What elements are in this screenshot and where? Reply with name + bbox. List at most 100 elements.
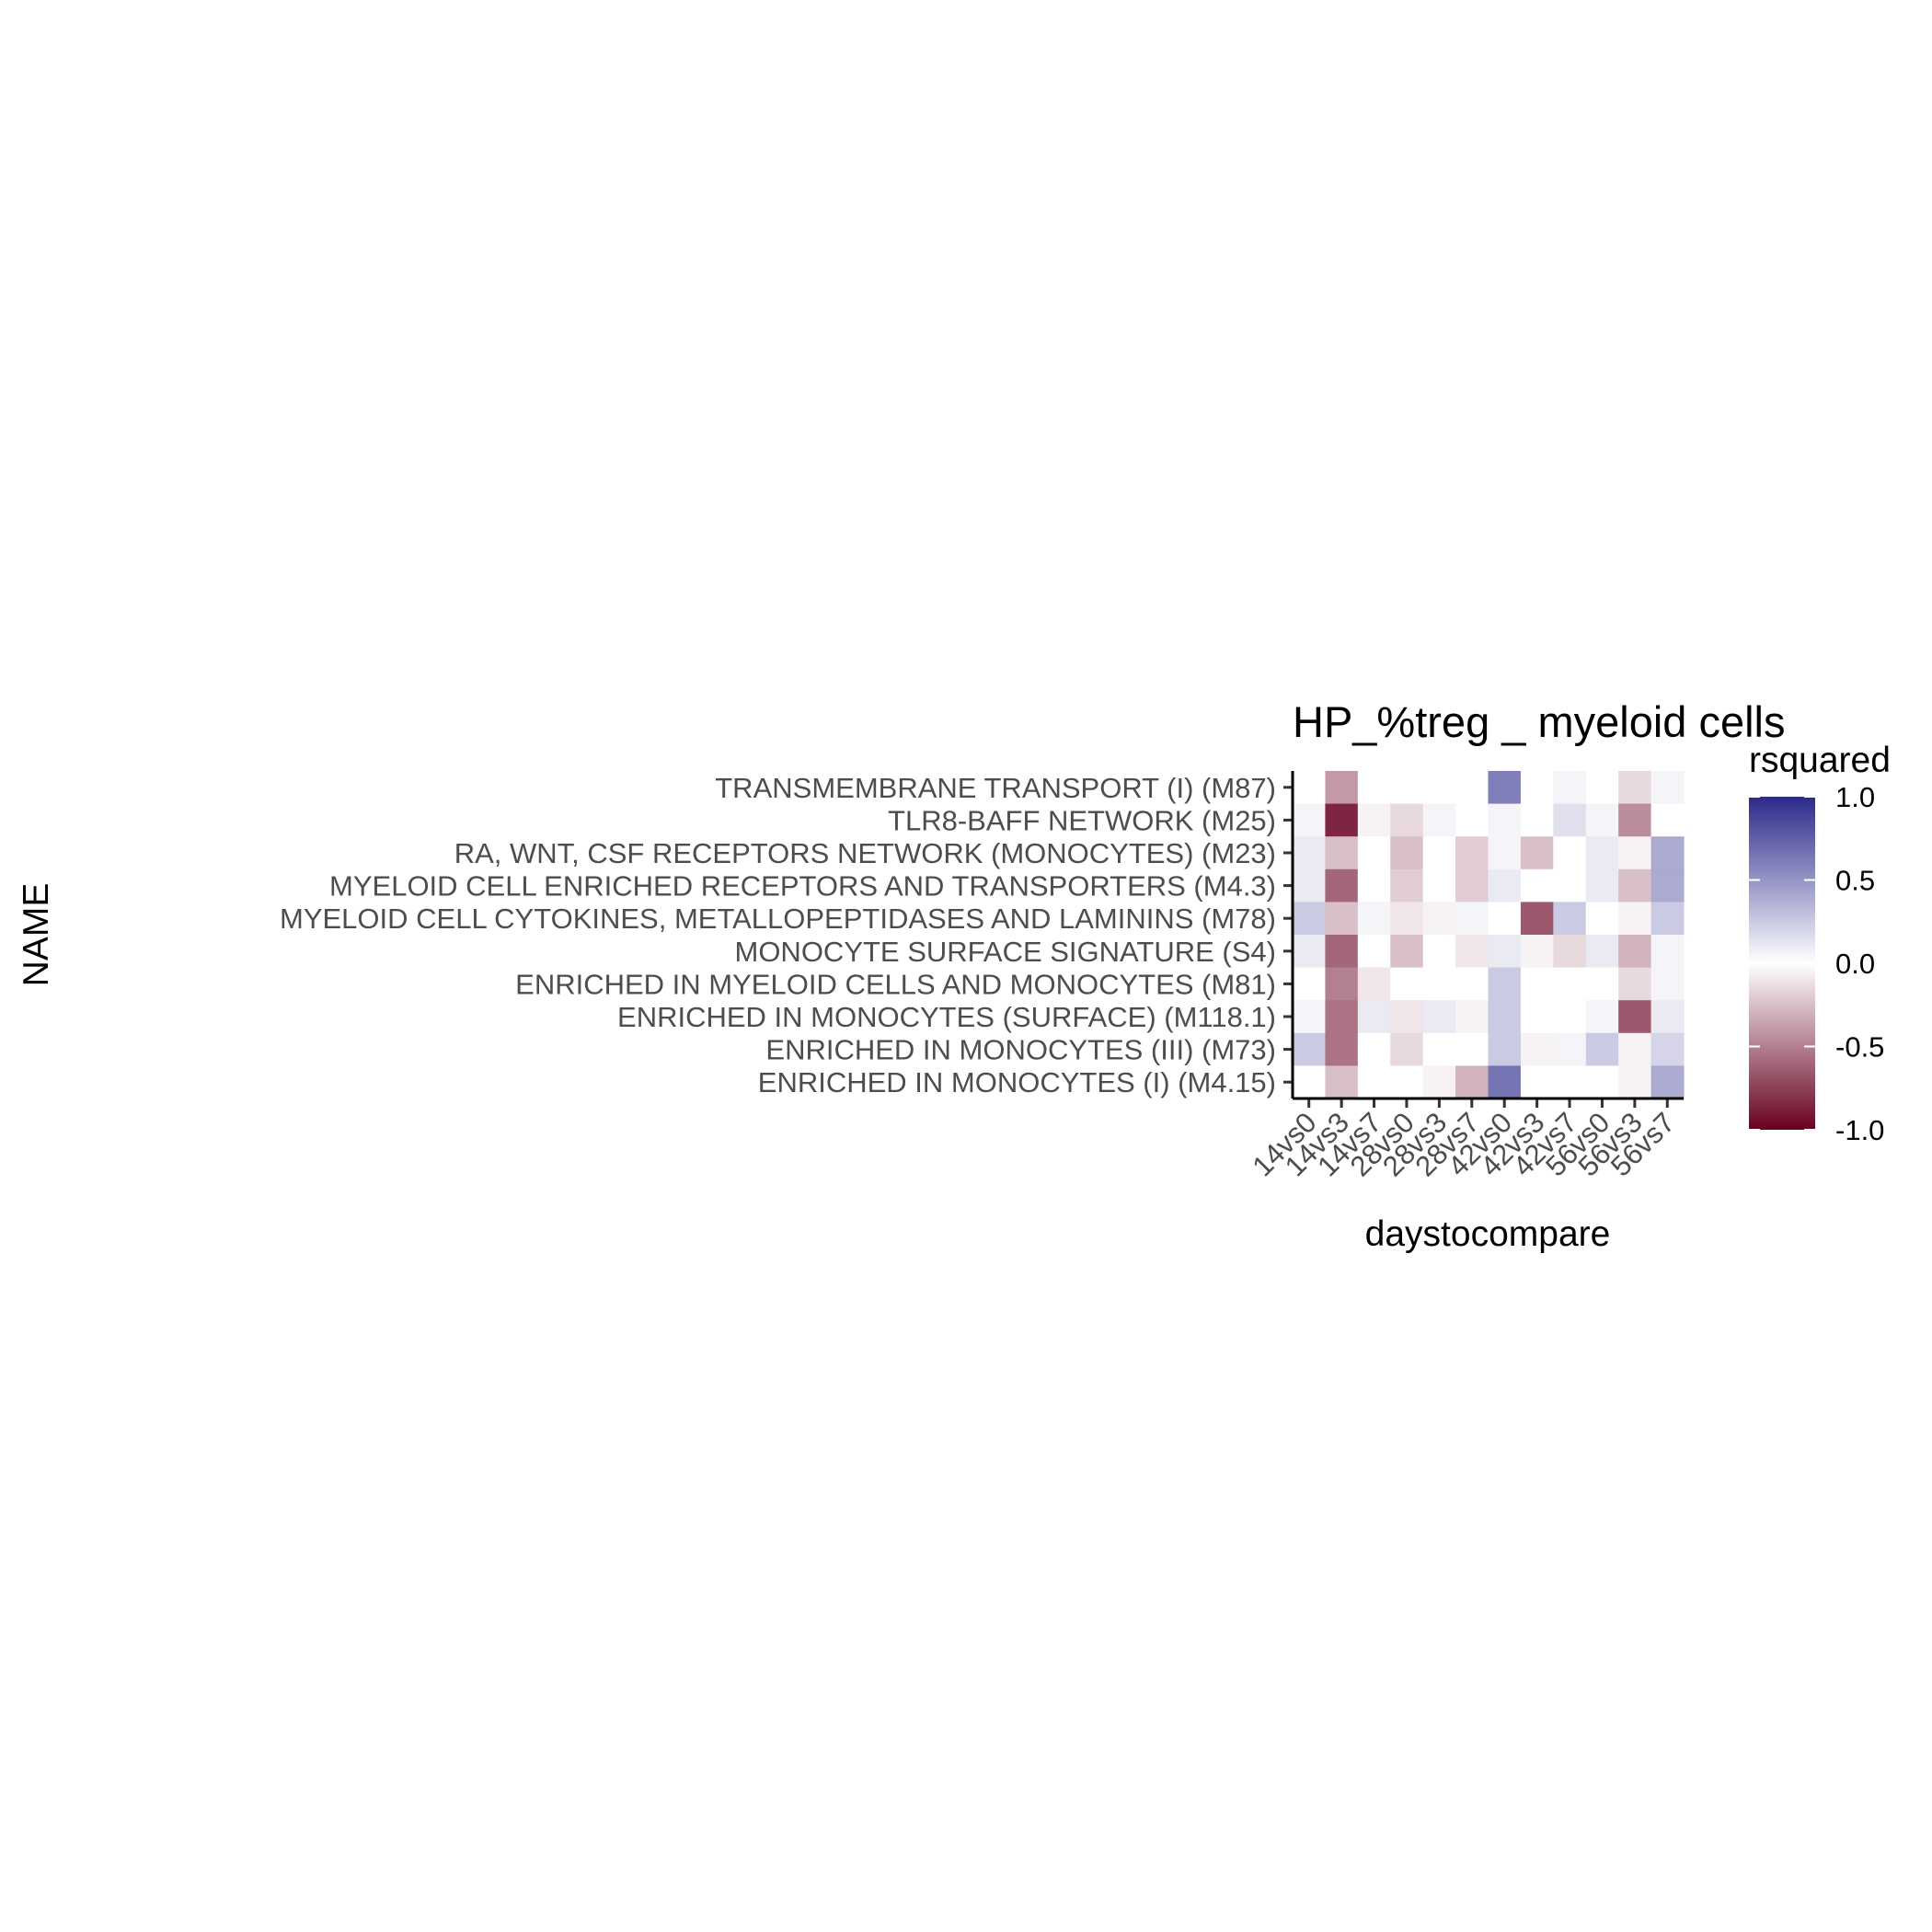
heatmap-cell xyxy=(1293,902,1327,936)
heatmap-cell xyxy=(1293,935,1327,969)
heatmap-cell xyxy=(1585,935,1619,969)
heatmap-cell xyxy=(1618,967,1652,1001)
heatmap-cell xyxy=(1357,967,1391,1001)
heatmap-cell xyxy=(1553,771,1587,805)
heatmap-cell xyxy=(1422,935,1456,969)
heatmap-cell xyxy=(1293,1065,1327,1099)
heatmap-cell xyxy=(1618,1065,1652,1099)
heatmap-cell xyxy=(1650,836,1685,870)
x-axis-ticks: 14vs014vs314vs728vs028vs328vs742vs042vs3… xyxy=(1246,1098,1681,1182)
heatmap-cell xyxy=(1553,836,1587,870)
heatmap-cell xyxy=(1293,868,1327,903)
heatmap-cell xyxy=(1422,1000,1456,1034)
heatmap-cell xyxy=(1520,836,1554,870)
heatmap-cell xyxy=(1390,902,1424,936)
heatmap-cell xyxy=(1553,803,1587,837)
heatmap-cell xyxy=(1293,803,1327,837)
heatmap-cells xyxy=(1293,771,1685,1099)
heatmap-cell xyxy=(1293,1032,1327,1066)
legend-tick-label: 0.0 xyxy=(1835,948,1875,980)
heatmap-cell xyxy=(1553,967,1587,1001)
heatmap-cell xyxy=(1488,1000,1522,1034)
heatmap-cell xyxy=(1553,1032,1587,1066)
heatmap-cell xyxy=(1618,935,1652,969)
heatmap-cell xyxy=(1422,967,1456,1001)
heatmap-cell xyxy=(1650,1065,1685,1099)
y-tick-label: TLR8-BAFF NETWORK (M25) xyxy=(888,804,1276,836)
heatmap-cell xyxy=(1650,1000,1685,1034)
heatmap-cell xyxy=(1650,868,1685,903)
heatmap-cell xyxy=(1325,935,1359,969)
heatmap-cell xyxy=(1520,1032,1554,1066)
heatmap-cell xyxy=(1488,1032,1522,1066)
legend-tick-label: 1.0 xyxy=(1835,781,1875,813)
heatmap-cell xyxy=(1488,967,1522,1001)
heatmap-cell xyxy=(1325,1000,1359,1034)
heatmap-cell xyxy=(1325,771,1359,805)
heatmap-cell xyxy=(1455,1065,1489,1099)
heatmap-cell xyxy=(1390,771,1424,805)
heatmap-cell xyxy=(1650,771,1685,805)
legend-tick-label: 0.5 xyxy=(1835,865,1875,897)
legend-tick-label: -1.0 xyxy=(1835,1114,1884,1146)
heatmap-cell xyxy=(1553,1065,1587,1099)
heatmap-cell xyxy=(1325,1032,1359,1066)
y-tick-label: ENRICHED IN MONOCYTES (III) (M73) xyxy=(765,1034,1276,1066)
heatmap-cell xyxy=(1455,771,1489,805)
y-tick-label: ENRICHED IN MONOCYTES (I) (M4.15) xyxy=(758,1066,1276,1098)
heatmap-cell xyxy=(1520,902,1554,936)
heatmap-cell xyxy=(1455,1032,1489,1066)
heatmap-cell xyxy=(1520,1065,1554,1099)
y-tick-label: ENRICHED IN MYELOID CELLS AND MONOCYTES … xyxy=(515,968,1276,1000)
heatmap-cell xyxy=(1357,1065,1391,1099)
heatmap-cell xyxy=(1357,803,1391,837)
heatmap-cell xyxy=(1455,868,1489,903)
heatmap-cell xyxy=(1585,967,1619,1001)
heatmap-cell xyxy=(1520,771,1554,805)
heatmap-cell xyxy=(1422,803,1456,837)
heatmap-cell xyxy=(1422,868,1456,903)
heatmap-cell xyxy=(1553,868,1587,903)
heatmap-cell xyxy=(1422,1032,1456,1066)
legend-ticks: 1.0 0.5 0.0 -0.5 -1.0 xyxy=(1749,781,1884,1146)
heatmap-cell xyxy=(1585,1000,1619,1034)
heatmap-cell xyxy=(1455,836,1489,870)
y-tick-label: MONOCYTE SURFACE SIGNATURE (S4) xyxy=(735,936,1277,968)
heatmap-cell xyxy=(1585,1065,1619,1099)
heatmap-cell xyxy=(1390,1065,1424,1099)
heatmap-cell xyxy=(1618,1032,1652,1066)
heatmap-cell xyxy=(1520,868,1554,903)
heatmap-cell xyxy=(1357,868,1391,903)
heatmap-cell xyxy=(1455,1000,1489,1034)
heatmap-cell xyxy=(1357,1000,1391,1034)
heatmap-cell xyxy=(1585,868,1619,903)
heatmap-cell xyxy=(1488,803,1522,837)
heatmap-cell xyxy=(1585,771,1619,805)
heatmap-cell xyxy=(1520,967,1554,1001)
heatmap-cell xyxy=(1390,1032,1424,1066)
heatmap-cell xyxy=(1390,967,1424,1001)
heatmap-cell xyxy=(1390,836,1424,870)
y-tick-label: MYELOID CELL ENRICHED RECEPTORS AND TRAN… xyxy=(329,870,1276,903)
heatmap-cell xyxy=(1618,868,1652,903)
heatmap-cell xyxy=(1520,803,1554,837)
heatmap-cell xyxy=(1585,803,1619,837)
legend-title: rsquared xyxy=(1749,741,1891,780)
heatmap-cell xyxy=(1650,935,1685,969)
heatmap-cell xyxy=(1390,1000,1424,1034)
heatmap-cell xyxy=(1488,868,1522,903)
heatmap-cell xyxy=(1455,967,1489,1001)
heatmap-cell xyxy=(1325,1065,1359,1099)
heatmap-cell xyxy=(1488,935,1522,969)
heatmap-cell xyxy=(1422,836,1456,870)
x-axis-title: daystocompare xyxy=(1365,1214,1611,1254)
heatmap-cell xyxy=(1618,836,1652,870)
legend-tick-label: -0.5 xyxy=(1835,1031,1884,1064)
heatmap-cell xyxy=(1390,935,1424,969)
heatmap-cell xyxy=(1585,902,1619,936)
heatmap-cell xyxy=(1357,935,1391,969)
heatmap-cell xyxy=(1520,1000,1554,1034)
heatmap-cell xyxy=(1618,803,1652,837)
y-tick-label: MYELOID CELL CYTOKINES, METALLOPEPTIDASE… xyxy=(280,903,1276,935)
heatmap-cell xyxy=(1650,1032,1685,1066)
